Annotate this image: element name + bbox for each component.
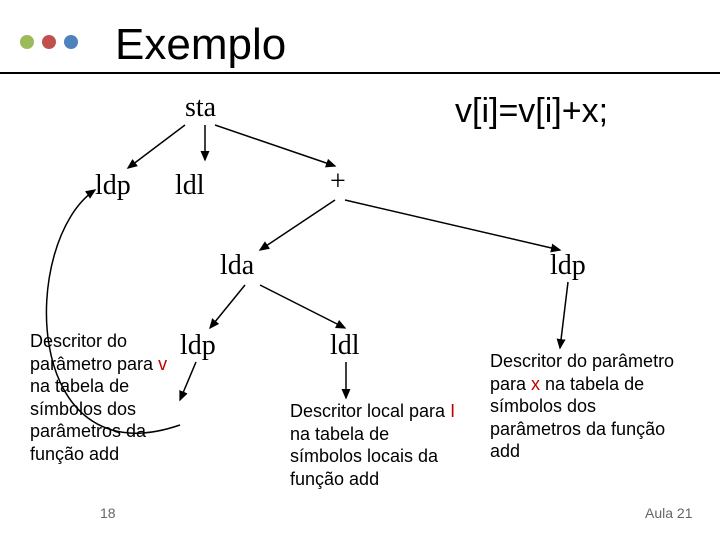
annotation-v-highlight: v bbox=[158, 354, 167, 374]
title-dot-1 bbox=[20, 35, 34, 49]
node-ldl-root: ldl bbox=[175, 170, 205, 202]
node-ldp-right: ldp bbox=[550, 250, 586, 282]
annotation-v-prefix: Descritor do parâmetro para bbox=[30, 331, 158, 374]
slide-title: Exemplo bbox=[115, 20, 286, 70]
page-number: 18 bbox=[100, 505, 116, 521]
node-sta: sta bbox=[185, 92, 216, 124]
title-dot-3 bbox=[64, 35, 78, 49]
annotation-v-suffix: na tabela de símbolos dos parâmetros da … bbox=[30, 376, 146, 464]
node-plus: + bbox=[330, 166, 346, 198]
annotation-i-suffix: na tabela de símbolos locais da função a… bbox=[290, 424, 438, 489]
expression: v[i]=v[i]+x; bbox=[455, 92, 608, 131]
annotation-x-highlight: x bbox=[531, 374, 540, 394]
node-ldp-root-left: ldp bbox=[95, 170, 131, 202]
title-rule-right bbox=[100, 72, 720, 74]
annotation-i-highlight: I bbox=[450, 401, 455, 421]
annotation-v: Descritor do parâmetro para v na tabela … bbox=[30, 330, 190, 465]
annotation-i: Descritor local para I na tabela de símb… bbox=[290, 400, 460, 490]
node-lda: lda bbox=[220, 250, 254, 282]
title-rule-left bbox=[0, 72, 100, 74]
annotation-i-prefix: Descritor local para bbox=[290, 401, 450, 421]
node-ldl-leaf: ldl bbox=[330, 330, 360, 362]
lesson-label: Aula 21 bbox=[645, 505, 692, 521]
annotation-x: Descritor do parâmetro para x na tabela … bbox=[490, 350, 680, 463]
title-dot-2 bbox=[42, 35, 56, 49]
